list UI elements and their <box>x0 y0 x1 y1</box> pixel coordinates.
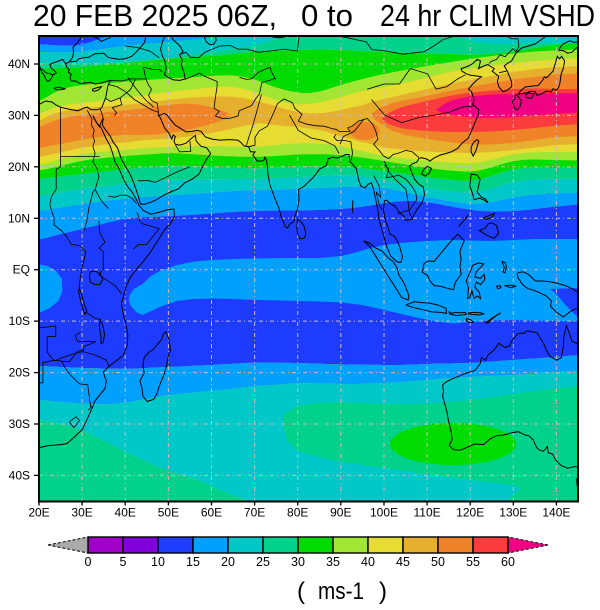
svg-text:20N: 20N <box>8 160 30 174</box>
svg-text:40E: 40E <box>115 506 136 520</box>
svg-text:30: 30 <box>291 555 305 569</box>
svg-text:0: 0 <box>85 555 92 569</box>
svg-text:100E: 100E <box>370 506 398 520</box>
svg-text:40S: 40S <box>9 468 30 482</box>
svg-text:20: 20 <box>221 555 235 569</box>
svg-text:50E: 50E <box>158 506 179 520</box>
svg-text:30N: 30N <box>8 108 30 122</box>
svg-text:5: 5 <box>120 555 127 569</box>
svg-text:50: 50 <box>431 555 445 569</box>
svg-text:45: 45 <box>396 555 410 569</box>
svg-text:120E: 120E <box>456 506 484 520</box>
svg-text:EQ: EQ <box>13 263 30 277</box>
svg-text:140E: 140E <box>542 506 570 520</box>
svg-text:30E: 30E <box>71 506 92 520</box>
svg-text:60E: 60E <box>201 506 222 520</box>
svg-text:20 FEB 2025 06Z,: 20 FEB 2025 06Z, <box>33 0 277 33</box>
svg-text:130E: 130E <box>499 506 527 520</box>
svg-text:20E: 20E <box>28 506 49 520</box>
svg-text:): ) <box>379 578 387 605</box>
svg-text:35: 35 <box>326 555 340 569</box>
svg-text:10S: 10S <box>9 314 30 328</box>
svg-text:20S: 20S <box>9 366 30 380</box>
svg-text:10N: 10N <box>8 211 30 225</box>
svg-text:70E: 70E <box>244 506 265 520</box>
svg-text:30S: 30S <box>9 417 30 431</box>
svg-text:40N: 40N <box>8 57 30 71</box>
svg-text:10: 10 <box>151 555 165 569</box>
svg-text:25: 25 <box>256 555 270 569</box>
svg-text:90E: 90E <box>330 506 351 520</box>
svg-text:15: 15 <box>186 555 200 569</box>
svg-text:110E: 110E <box>414 506 441 520</box>
svg-text:24 hr CLIM VSHD: 24 hr CLIM VSHD <box>380 0 595 33</box>
svg-text:40: 40 <box>361 555 375 569</box>
svg-text:55: 55 <box>466 555 480 569</box>
svg-text:80E: 80E <box>287 506 308 520</box>
svg-text:0 to: 0 to <box>301 0 353 33</box>
svg-text:(: ( <box>297 578 305 605</box>
svg-text:60: 60 <box>501 555 515 569</box>
svg-text:ms-1: ms-1 <box>318 578 364 605</box>
